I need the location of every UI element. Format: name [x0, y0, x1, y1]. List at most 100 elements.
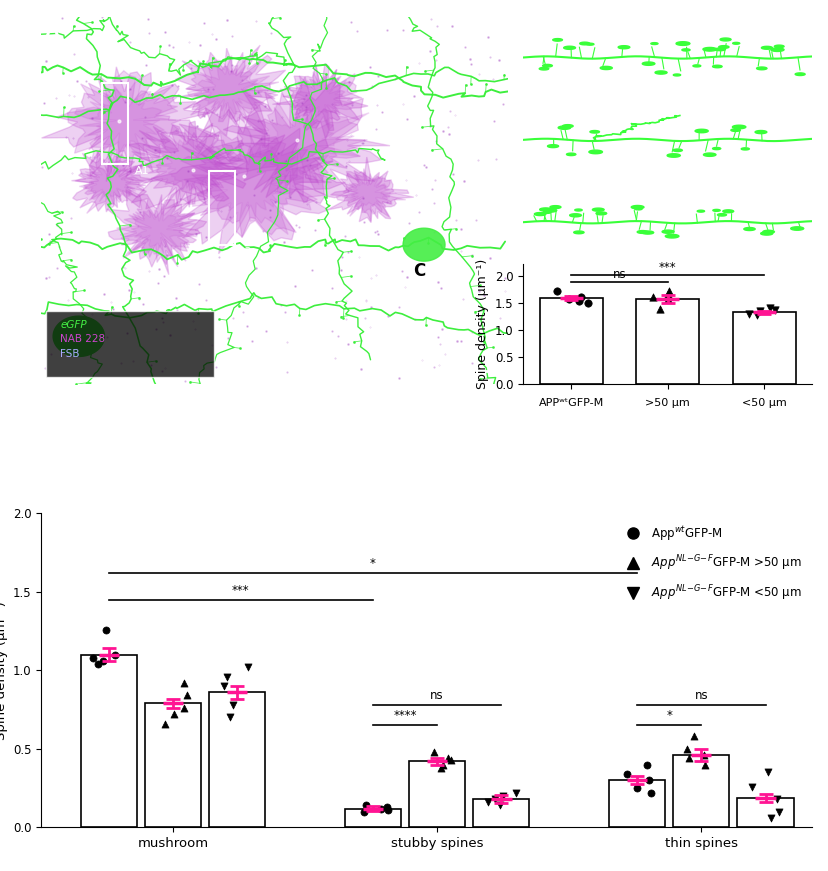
- Polygon shape: [67, 71, 181, 172]
- Text: A1: A1: [135, 165, 149, 176]
- Point: [744, 780, 758, 793]
- Text: APPʷᵗGFP-M: APPʷᵗGFP-M: [538, 398, 604, 408]
- Polygon shape: [717, 213, 725, 216]
- Bar: [672, 755, 729, 827]
- Polygon shape: [191, 114, 328, 234]
- Text: A: A: [46, 21, 59, 39]
- Point: [224, 711, 237, 725]
- Polygon shape: [761, 46, 772, 50]
- Polygon shape: [148, 130, 242, 193]
- Point: [226, 698, 239, 712]
- Polygon shape: [132, 208, 183, 250]
- Point: [770, 793, 783, 807]
- Text: FSB: FSB: [60, 349, 79, 359]
- Polygon shape: [702, 47, 716, 51]
- Bar: [46, 311, 214, 376]
- Point: [177, 676, 190, 690]
- Polygon shape: [790, 226, 803, 230]
- Polygon shape: [336, 169, 405, 221]
- Polygon shape: [272, 63, 368, 138]
- Text: $App^{NL-G-F}$GFP-M >50μm: $App^{NL-G-F}$GFP-M >50μm: [532, 76, 648, 90]
- Polygon shape: [676, 42, 689, 45]
- Polygon shape: [672, 74, 680, 76]
- Polygon shape: [641, 231, 653, 234]
- Polygon shape: [590, 131, 599, 133]
- Bar: [408, 761, 465, 827]
- Polygon shape: [543, 209, 556, 213]
- Text: 50 μm: 50 μm: [419, 350, 452, 360]
- Text: 10 μm: 10 μm: [772, 243, 803, 253]
- Point: [549, 285, 562, 299]
- Polygon shape: [637, 231, 647, 233]
- Point: [771, 805, 784, 819]
- Polygon shape: [599, 66, 612, 70]
- Point: [753, 304, 766, 318]
- Point: [108, 648, 122, 662]
- Point: [580, 296, 594, 310]
- Point: [652, 301, 666, 315]
- Point: [436, 758, 450, 772]
- Point: [509, 786, 522, 800]
- Text: ****: ****: [392, 709, 416, 722]
- Bar: [636, 299, 698, 384]
- Polygon shape: [672, 149, 681, 152]
- Polygon shape: [667, 153, 680, 158]
- Polygon shape: [79, 157, 139, 206]
- Polygon shape: [539, 67, 548, 70]
- Point: [99, 623, 113, 637]
- Polygon shape: [53, 316, 104, 356]
- Polygon shape: [71, 151, 152, 212]
- Point: [488, 793, 501, 807]
- Polygon shape: [588, 150, 602, 154]
- Text: ***: ***: [232, 584, 249, 597]
- Polygon shape: [579, 42, 590, 44]
- Point: [426, 745, 440, 759]
- Polygon shape: [754, 131, 766, 133]
- Polygon shape: [665, 234, 678, 238]
- Point: [357, 805, 370, 819]
- Point: [87, 651, 100, 665]
- Point: [177, 701, 190, 715]
- Text: ***: ***: [658, 261, 676, 274]
- Polygon shape: [282, 66, 352, 124]
- Polygon shape: [542, 64, 551, 67]
- Polygon shape: [187, 60, 269, 119]
- Point: [639, 758, 652, 772]
- Polygon shape: [696, 210, 704, 213]
- Bar: [732, 313, 795, 384]
- Point: [682, 752, 696, 766]
- Polygon shape: [712, 209, 720, 212]
- Bar: [609, 780, 664, 827]
- Polygon shape: [126, 121, 248, 209]
- Polygon shape: [722, 210, 733, 213]
- Text: NAB 228: NAB 228: [60, 334, 105, 344]
- Point: [441, 752, 455, 766]
- Text: $App^{NL-G-F}$GFP-M <50μm: $App^{NL-G-F}$GFP-M <50μm: [532, 158, 648, 172]
- Point: [742, 307, 755, 321]
- Point: [220, 670, 233, 684]
- Point: [96, 654, 109, 668]
- Text: ns: ns: [694, 689, 707, 702]
- Polygon shape: [631, 206, 643, 209]
- Legend: App$^{wt}$GFP-M, $App^{NL\!-\!G\!-\!F}$GFP-M >50 μm, $App^{NL\!-\!G\!-\!F}$GFP-M: App$^{wt}$GFP-M, $App^{NL\!-\!G\!-\!F}$G…: [616, 519, 806, 608]
- Polygon shape: [547, 145, 558, 147]
- Polygon shape: [183, 56, 278, 125]
- Polygon shape: [85, 165, 136, 201]
- Polygon shape: [156, 138, 224, 190]
- Polygon shape: [203, 65, 258, 115]
- Polygon shape: [732, 43, 739, 44]
- Point: [696, 748, 710, 762]
- Polygon shape: [592, 208, 604, 212]
- Polygon shape: [712, 65, 721, 68]
- Bar: [209, 692, 265, 827]
- Bar: [209, 172, 235, 245]
- Polygon shape: [539, 208, 551, 211]
- Text: *: *: [666, 709, 672, 722]
- Text: C: C: [412, 262, 425, 280]
- Point: [763, 811, 777, 825]
- Point: [217, 679, 230, 693]
- Point: [646, 290, 659, 304]
- Text: >50 μm: >50 μm: [645, 398, 690, 408]
- Point: [661, 287, 674, 300]
- Point: [760, 766, 773, 780]
